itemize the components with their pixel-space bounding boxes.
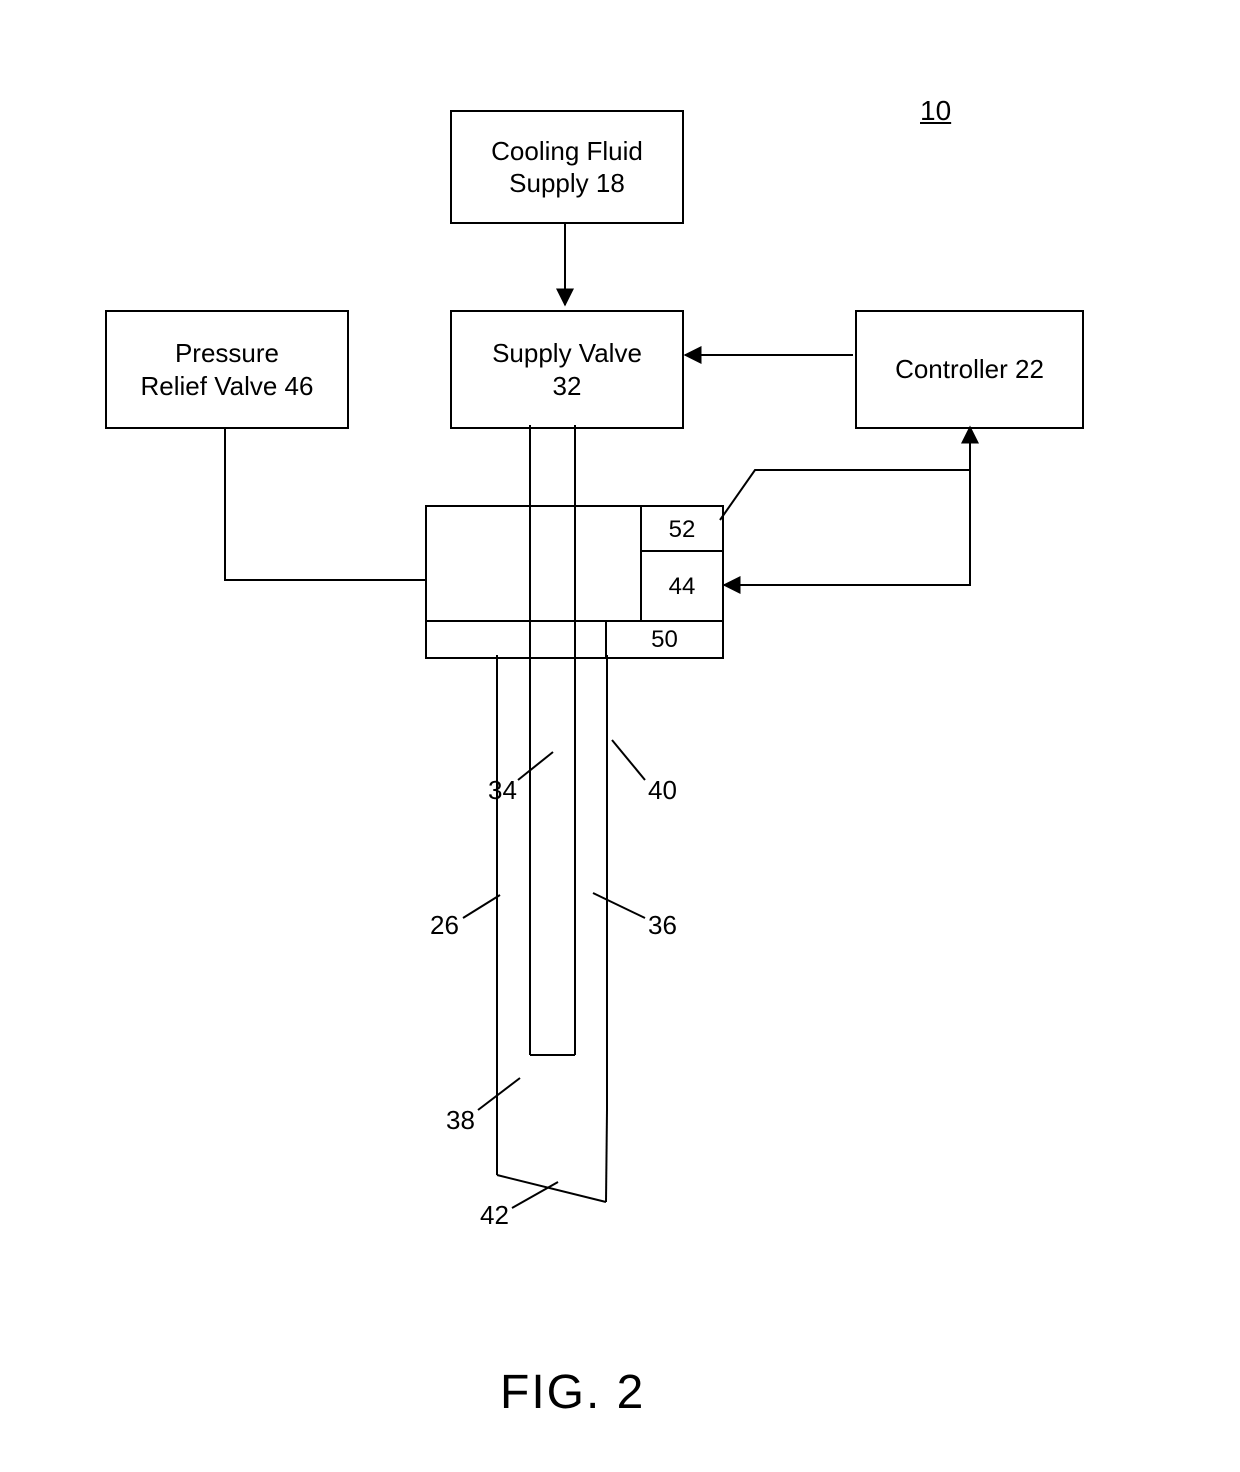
- box-pressure-relief-valve-label: PressureRelief Valve 46: [137, 333, 318, 406]
- box-supply-valve: Supply Valve32: [450, 310, 684, 429]
- box-supply-valve-label: Supply Valve32: [488, 333, 646, 406]
- cell-52: 52: [640, 505, 724, 554]
- line-prv-to-housing: [225, 427, 425, 580]
- ref-36: 36: [648, 910, 677, 941]
- cell-50: 50: [605, 620, 724, 659]
- diagram-canvas: Cooling FluidSupply 18 PressureRelief Va…: [0, 0, 1240, 1472]
- ref-34: 34: [488, 775, 517, 806]
- box-cooling-fluid-supply-label: Cooling FluidSupply 18: [487, 131, 647, 204]
- leader-40: [612, 740, 645, 780]
- leader-42: [512, 1182, 558, 1208]
- cell-44-label: 44: [665, 568, 700, 606]
- figure-ref-10-text: 10: [920, 95, 951, 126]
- figure-caption: FIG. 2: [500, 1365, 645, 1420]
- figure-ref-10: 10: [920, 95, 951, 127]
- ref-38: 38: [446, 1105, 475, 1136]
- cell-50-label: 50: [647, 621, 682, 659]
- box-pressure-relief-valve: PressureRelief Valve 46: [105, 310, 349, 429]
- cell-44: 44: [640, 550, 724, 624]
- leader-34: [518, 752, 553, 780]
- ref-26: 26: [430, 910, 459, 941]
- ref-42: 42: [480, 1200, 509, 1231]
- cell-52-label: 52: [665, 511, 700, 549]
- outer-tube: [497, 655, 607, 1202]
- figure-caption-text: FIG. 2: [500, 1366, 645, 1419]
- box-controller-label: Controller 22: [891, 349, 1048, 390]
- leaders: [463, 740, 645, 1208]
- box-controller: Controller 22: [855, 310, 1084, 429]
- arrow-controller-to-44: [724, 427, 970, 585]
- arrow-sensor-to-controller: [720, 427, 970, 520]
- leader-36: [593, 893, 645, 918]
- leader-38: [478, 1078, 520, 1110]
- box-cooling-fluid-supply: Cooling FluidSupply 18: [450, 110, 684, 224]
- ref-40: 40: [648, 775, 677, 806]
- leader-26: [463, 895, 500, 918]
